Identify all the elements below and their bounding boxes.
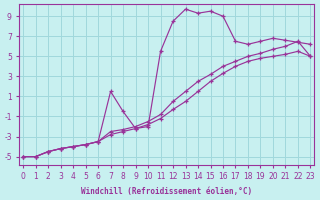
X-axis label: Windchill (Refroidissement éolien,°C): Windchill (Refroidissement éolien,°C) [81, 187, 252, 196]
